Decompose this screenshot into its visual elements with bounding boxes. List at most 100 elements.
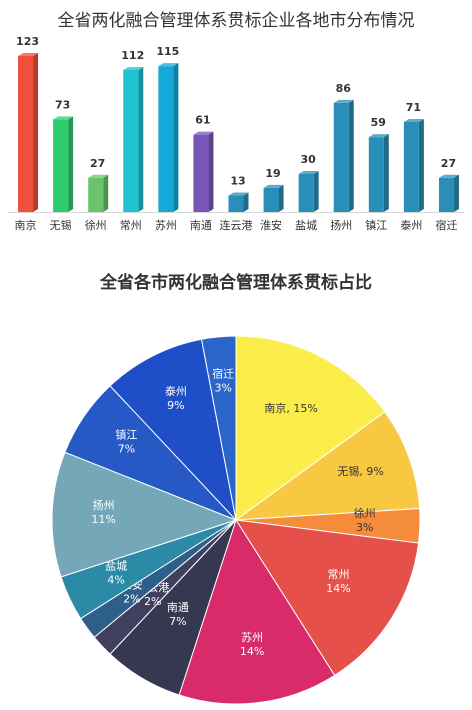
x-tick-label: 宿迁 bbox=[435, 218, 457, 232]
bar-淮安 bbox=[263, 184, 284, 212]
pie-slice-label: 宿迁 3% bbox=[212, 366, 234, 394]
pie-slice-泰州 bbox=[109, 338, 237, 522]
bar-side bbox=[68, 116, 74, 212]
bar-value-label: 71 bbox=[406, 101, 421, 114]
bar-top bbox=[88, 174, 109, 178]
bar-side bbox=[103, 174, 109, 212]
bar-value-label: 27 bbox=[90, 157, 105, 170]
bar-top bbox=[193, 131, 214, 135]
bar-front bbox=[18, 56, 34, 212]
bar-连云港 bbox=[228, 192, 249, 212]
bar-top bbox=[298, 170, 319, 174]
bar-front bbox=[228, 195, 244, 212]
pie-slice-label: 扬州 11% bbox=[91, 498, 115, 526]
pie-slice-label: 苏州 14% bbox=[240, 631, 264, 658]
bar-side bbox=[33, 53, 39, 212]
bar-value-label: 30 bbox=[300, 153, 316, 166]
pie-slice-label: 南通 7% bbox=[167, 601, 189, 628]
pie-slice-无锡 bbox=[234, 411, 421, 521]
bar-top bbox=[438, 174, 459, 178]
bar-front bbox=[53, 119, 69, 212]
bar-side bbox=[243, 192, 249, 212]
bar-front bbox=[193, 134, 209, 212]
pie-slice-常州 bbox=[235, 519, 420, 677]
pie-slice-宿迁 bbox=[200, 335, 237, 521]
bar-徐州 bbox=[88, 174, 109, 212]
x-tick-label: 淮安 bbox=[260, 218, 282, 232]
bar-盐城 bbox=[298, 170, 319, 212]
bar-扬州 bbox=[333, 99, 354, 212]
pie-slice-南京 bbox=[235, 335, 386, 521]
x-tick-label: 盐城 bbox=[295, 219, 317, 232]
bar-side bbox=[208, 131, 214, 212]
bar-front bbox=[368, 137, 384, 212]
bar-side bbox=[138, 66, 144, 212]
x-tick-label: 徐州 bbox=[85, 218, 107, 232]
pie-slice-扬州 bbox=[51, 451, 238, 578]
bar-value-label: 115 bbox=[156, 45, 179, 58]
bar-top bbox=[368, 134, 389, 138]
bar-front bbox=[438, 177, 454, 212]
bar-value-label: 86 bbox=[336, 82, 352, 95]
bar-泰州 bbox=[403, 118, 424, 212]
bar-常州 bbox=[123, 66, 144, 212]
bar-top bbox=[18, 53, 39, 56]
bar-front bbox=[403, 121, 419, 212]
bar-value-label: 73 bbox=[55, 98, 70, 111]
bar-side bbox=[173, 63, 179, 212]
bar-front bbox=[298, 173, 314, 212]
x-tick-label: 南京 bbox=[15, 218, 37, 232]
x-tick-label: 常州 bbox=[120, 219, 142, 232]
bar-宿迁 bbox=[438, 174, 459, 212]
bar-镇江 bbox=[368, 134, 389, 212]
x-tick-label: 扬州 bbox=[330, 218, 352, 232]
pie-slice-label: 泰州 9% bbox=[165, 384, 187, 412]
x-tick-label: 连云港 bbox=[220, 219, 253, 232]
pie-slice-label: 镇江 7% bbox=[115, 428, 137, 456]
bar-value-label: 112 bbox=[121, 49, 144, 62]
bar-front bbox=[333, 102, 349, 212]
bar-top bbox=[158, 63, 179, 67]
bar-南通 bbox=[193, 131, 214, 212]
bar-top bbox=[263, 184, 284, 188]
x-tick-label: 无锡 bbox=[50, 218, 72, 232]
bar-side bbox=[348, 99, 354, 212]
x-tick-label: 苏州 bbox=[155, 219, 177, 232]
bar-top bbox=[228, 192, 249, 196]
bar-value-label: 61 bbox=[195, 114, 210, 127]
bar-top bbox=[53, 116, 74, 120]
bar-南京 bbox=[18, 53, 39, 212]
bar-side bbox=[453, 174, 459, 212]
bar-value-label: 19 bbox=[265, 167, 280, 180]
x-tick-label: 镇江 bbox=[365, 218, 387, 232]
x-tick-label: 泰州 bbox=[400, 218, 422, 232]
bar-无锡 bbox=[53, 116, 74, 212]
bar-value-label: 27 bbox=[441, 157, 456, 170]
bar-side bbox=[278, 184, 284, 212]
pie-chart-title: 全省各市两化融合管理体系贯标占比 bbox=[100, 273, 372, 293]
pie-slice-苏州 bbox=[178, 518, 336, 705]
bar-front bbox=[158, 66, 174, 213]
bar-value-label: 59 bbox=[371, 116, 386, 129]
bar-top bbox=[333, 99, 354, 103]
pie-slice-label: 盐城 4% bbox=[105, 559, 127, 586]
bar-front bbox=[88, 177, 104, 212]
bar-chart: 123 南京 73 无锡 27 徐州 112 常州 115 苏州 61 南通 13 连云港 19 淮安 30 盐城… bbox=[8, 35, 464, 232]
bar-side bbox=[383, 134, 389, 212]
pie-slice-label: 南京, 15% bbox=[264, 401, 317, 415]
pie-slice-label: 常州 14% bbox=[326, 568, 350, 595]
bar-value-label: 13 bbox=[230, 175, 245, 188]
bar-front bbox=[123, 69, 139, 212]
pie-slice-label: 徐州 3% bbox=[354, 506, 376, 534]
bar-chart-title: 全省两化融合管理体系贯标企业各地市分布情况 bbox=[57, 11, 415, 31]
pie-slice-label: 无锡, 9% bbox=[337, 464, 383, 478]
bar-side bbox=[418, 118, 424, 212]
bar-side bbox=[313, 170, 319, 212]
bar-front bbox=[263, 187, 279, 212]
bar-top bbox=[403, 118, 424, 122]
x-tick-label: 南通 bbox=[190, 219, 212, 232]
bar-苏州 bbox=[158, 63, 179, 213]
bar-value-label: 123 bbox=[16, 35, 39, 48]
